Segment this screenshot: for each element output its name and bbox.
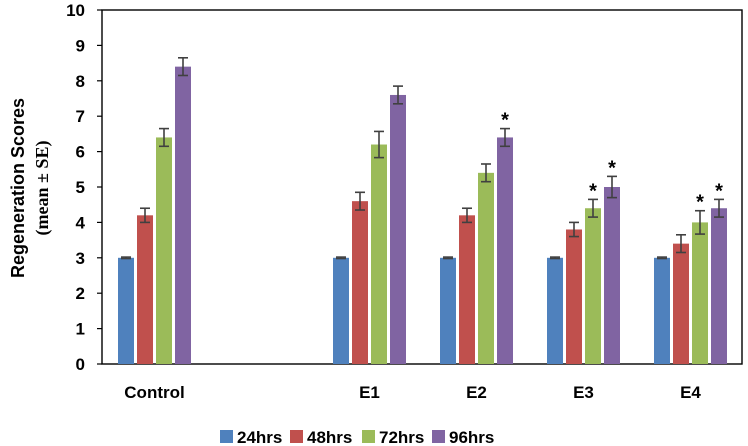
legend-item-24hrs: 24hrs <box>220 428 282 446</box>
y-tick-label: 3 <box>76 249 85 268</box>
significance-star: * <box>715 180 723 202</box>
bar-96hrs-e4 <box>711 208 727 364</box>
bar-48hrs-control <box>137 215 153 364</box>
bar-72hrs-e2 <box>478 172 494 364</box>
error-bar <box>443 256 453 260</box>
y-tick-label: 9 <box>76 36 85 55</box>
bar-72hrs-control <box>156 137 172 364</box>
bar-96hrs-e1 <box>390 94 406 365</box>
error-bar <box>178 56 188 77</box>
legend-label: 96hrs <box>449 428 494 446</box>
error-bar <box>374 130 384 159</box>
legend-swatch <box>432 430 445 443</box>
y-axis-title: Regeneration Scores (mean ± SE) <box>8 98 53 278</box>
error-bar <box>140 207 150 224</box>
error-bar <box>462 207 472 224</box>
error-bar <box>569 221 579 238</box>
y-tick-label: 7 <box>76 107 85 126</box>
x-category-label: E3 <box>573 383 594 402</box>
y-tick-label: 10 <box>66 1 85 20</box>
x-category-label: Control <box>124 383 184 402</box>
significance-star: * <box>608 157 616 179</box>
legend-label: 48hrs <box>307 428 352 446</box>
error-bar <box>355 191 365 211</box>
error-bar <box>393 85 403 105</box>
error-bar <box>550 256 560 260</box>
error-bar <box>695 209 705 235</box>
bar-96hrs-e2 <box>497 137 513 364</box>
significance-star: * <box>501 110 509 132</box>
y-tick-label: 1 <box>76 320 85 339</box>
x-category-label: E4 <box>680 383 701 402</box>
significance-star: * <box>589 180 597 202</box>
legend-label: 72hrs <box>379 428 424 446</box>
error-bar <box>588 198 598 218</box>
y-tick-label: 5 <box>76 178 85 197</box>
significance-star: * <box>696 192 704 214</box>
bar-72hrs-e4 <box>692 222 708 364</box>
bar-24hrs-e1 <box>333 257 349 364</box>
error-bar <box>336 256 346 260</box>
legend-item-96hrs: 96hrs <box>432 428 494 446</box>
error-bar <box>500 127 510 148</box>
y-axis-title-line2: (mean ± SE) <box>32 141 53 236</box>
bar-96hrs-control <box>175 66 191 364</box>
bar-48hrs-e2 <box>459 215 475 364</box>
y-tick-label: 8 <box>76 72 85 91</box>
bar-48hrs-e4 <box>673 243 689 364</box>
error-bar <box>657 256 667 260</box>
y-tick-label: 2 <box>76 284 85 303</box>
legend-swatch <box>290 430 303 443</box>
error-bar <box>676 233 686 254</box>
plot-frame <box>101 9 743 365</box>
x-category-label: E1 <box>359 383 380 402</box>
bar-72hrs-e3 <box>585 208 601 364</box>
legend-label: 24hrs <box>237 428 282 446</box>
y-tick-label: 4 <box>76 213 86 232</box>
error-bar <box>121 256 131 260</box>
bar-24hrs-e2 <box>440 257 456 364</box>
error-bar <box>159 127 169 148</box>
x-category-label: E2 <box>466 383 487 402</box>
legend: 24hrs 48hrs 72hrs 96hrs <box>220 428 494 446</box>
y-axis-title-line1: Regeneration Scores <box>8 98 28 278</box>
legend-item-72hrs: 72hrs <box>362 428 424 446</box>
legend-swatch <box>362 430 375 443</box>
bar-24hrs-e3 <box>547 257 563 364</box>
legend-item-48hrs: 48hrs <box>290 428 352 446</box>
bar-24hrs-e4 <box>654 257 670 364</box>
bar-72hrs-e1 <box>371 144 387 364</box>
error-bar <box>607 175 617 199</box>
error-bar <box>714 198 724 218</box>
plot-area: 0 1 2 3 4 5 6 7 8 9 10 * * * * * Control E1 E2 E3 E4 <box>66 1 743 402</box>
bar-96hrs-e3 <box>604 187 620 364</box>
error-bar <box>481 163 491 183</box>
y-tick-label: 0 <box>76 355 85 374</box>
bar-48hrs-e3 <box>566 229 582 364</box>
legend-swatch <box>220 430 233 443</box>
bar-48hrs-e1 <box>352 201 368 364</box>
bar-24hrs-control <box>118 257 134 364</box>
y-tick-label: 6 <box>76 143 85 162</box>
